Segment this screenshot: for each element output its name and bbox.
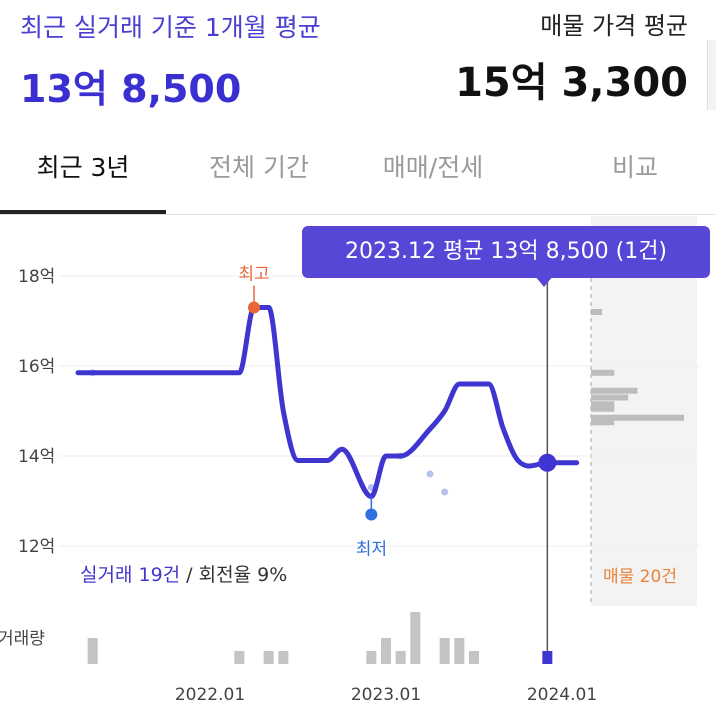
listing-bar <box>591 419 615 426</box>
volume-bar <box>278 651 289 664</box>
min-label: 최저 <box>356 540 387 560</box>
turnover-rate: 회전율 9% <box>198 564 288 586</box>
listing-bar <box>591 369 615 376</box>
recent-average-price: 13억 8,500 <box>20 67 242 111</box>
max-label: 최고 <box>238 265 269 285</box>
tab-all-period[interactable]: 전체 기간 <box>209 153 309 182</box>
tab-recent-3-years[interactable]: 최근 3년 <box>36 153 130 182</box>
volume-bar <box>410 612 421 664</box>
volume-bar <box>381 638 391 664</box>
trade-summary: 실거래 19건 / 회전율 9% <box>80 560 287 587</box>
trade-dot <box>426 470 434 478</box>
price-trend-line <box>75 304 580 499</box>
x-tick-label: 2022.01 <box>175 685 245 705</box>
selected-point <box>538 453 557 472</box>
volume-bar <box>469 651 479 664</box>
active-tab-indicator <box>0 210 166 214</box>
x-tick-label: 2023.01 <box>351 685 421 705</box>
x-tick-label: 2024.01 <box>527 685 597 705</box>
y-tick-label: 16억 <box>18 357 55 377</box>
listing-average-price: 15억 3,300 <box>455 60 688 106</box>
volume-bar <box>366 651 377 664</box>
listing-bar <box>591 405 615 412</box>
volume-bar <box>87 638 98 664</box>
volume-bar <box>263 651 274 664</box>
listing-bar <box>591 394 629 401</box>
max-point-marker <box>248 301 260 314</box>
trade-count: 실거래 19건 <box>80 564 181 586</box>
volume-bar <box>542 651 553 664</box>
min-point-marker <box>365 508 378 521</box>
listing-bar <box>591 309 603 315</box>
listing-bar <box>591 414 684 421</box>
listing-bar <box>591 401 615 408</box>
volume-bar <box>454 638 465 664</box>
listing-average-title: 매물 가격 평균 <box>540 12 688 40</box>
tab-compare[interactable]: 비교 <box>611 153 658 182</box>
y-tick-label: 14억 <box>18 447 55 467</box>
panel-edge <box>707 40 716 110</box>
tab-sale-jeonse[interactable]: 매매/전세 <box>382 153 484 182</box>
y-tick-label: 18억 <box>18 267 55 287</box>
y-tick-label: 12억 <box>18 537 55 557</box>
period-tabs: 최근 3년 전체 기간 매매/전세 비교 <box>0 138 716 215</box>
recent-average-title: 최근 실거래 기준 1개월 평균 <box>20 13 321 42</box>
summary-separator: / <box>180 564 199 586</box>
listing-bar <box>591 387 638 394</box>
trade-dot <box>441 488 449 496</box>
tooltip-pointer <box>535 276 553 287</box>
volume-bar <box>234 651 245 664</box>
volume-bar <box>439 638 450 664</box>
volume-bar <box>395 651 406 664</box>
volume-axis-label: 거래량 <box>0 629 45 649</box>
listing-count: 매물 20건 <box>603 567 677 587</box>
selected-point-tooltip: 2023.12 평균 13억 8,500 (1건) <box>302 226 710 278</box>
